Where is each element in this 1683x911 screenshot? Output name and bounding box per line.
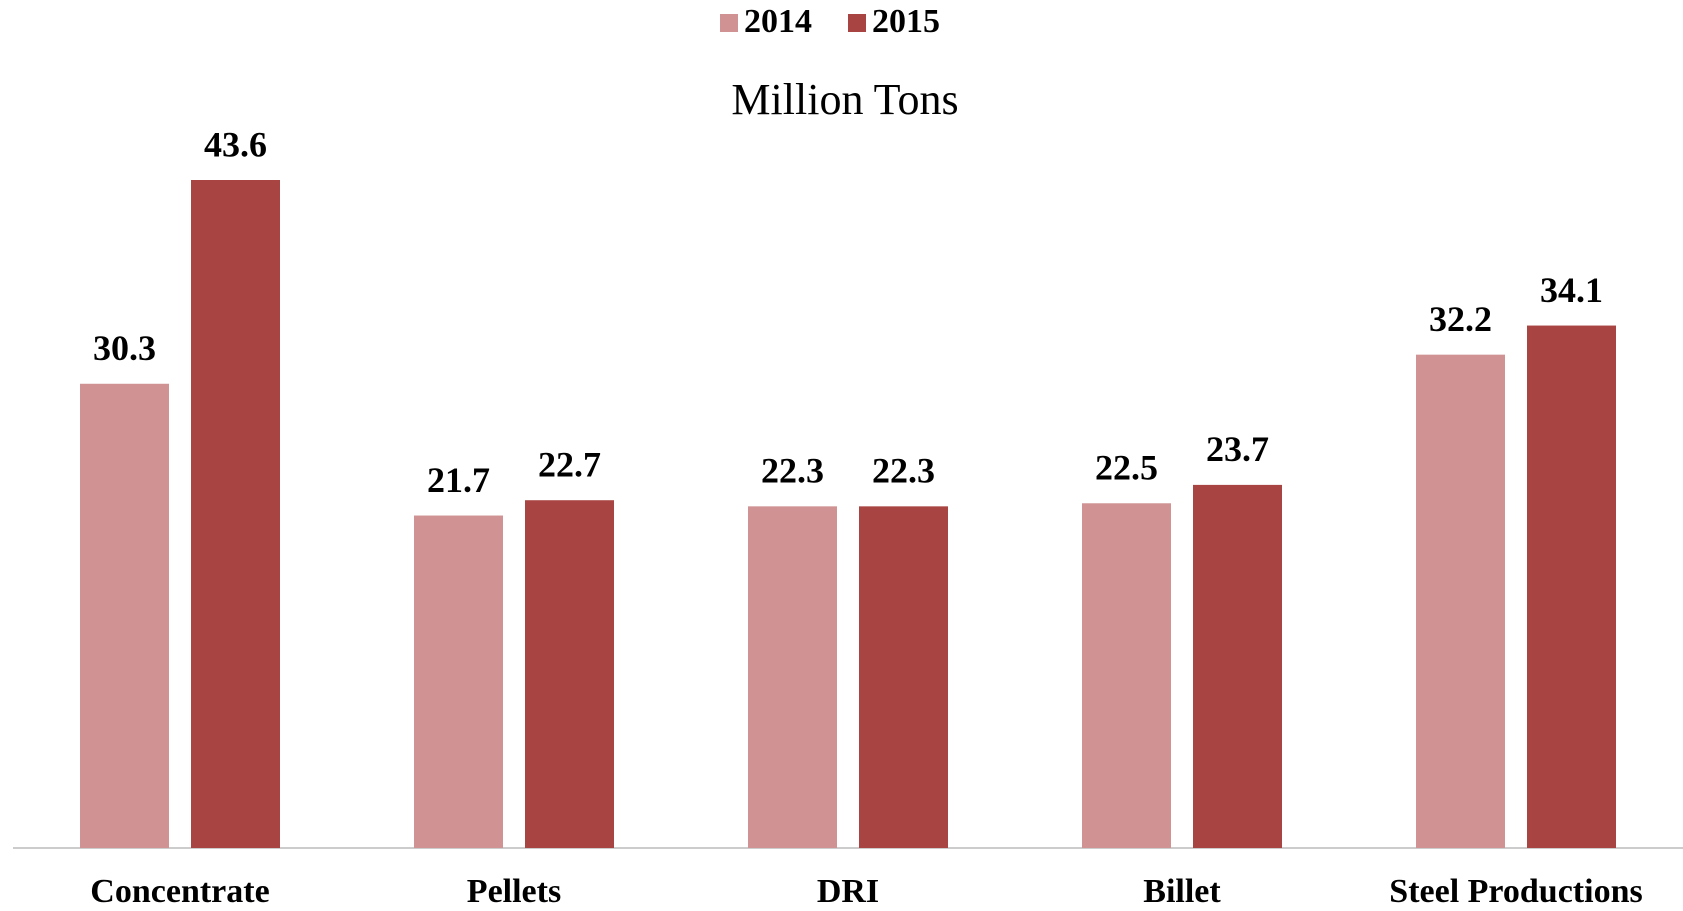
data-label: 34.1 bbox=[1540, 270, 1603, 310]
data-label: 43.6 bbox=[204, 124, 267, 164]
data-label: 21.7 bbox=[427, 460, 490, 500]
bar bbox=[525, 500, 614, 848]
bar bbox=[1527, 325, 1616, 849]
bar bbox=[414, 515, 503, 848]
bar bbox=[1193, 484, 1282, 848]
data-label: 22.5 bbox=[1095, 448, 1158, 488]
x-tick-label: Steel Productions bbox=[1389, 873, 1642, 910]
legend-swatch bbox=[848, 14, 866, 32]
bar bbox=[859, 506, 948, 848]
legend-swatch bbox=[720, 14, 738, 32]
data-label: 22.3 bbox=[872, 451, 935, 491]
bar bbox=[1082, 503, 1171, 848]
x-tick-label: Billet bbox=[1143, 873, 1221, 910]
chart-title: Million Tons bbox=[731, 75, 958, 124]
x-tick-label: Pellets bbox=[467, 873, 561, 910]
data-label: 22.3 bbox=[761, 451, 824, 491]
legend-label: 2014 bbox=[744, 3, 812, 40]
data-label: 30.3 bbox=[93, 328, 156, 368]
x-tick-label: DRI bbox=[817, 873, 879, 910]
data-label: 32.2 bbox=[1429, 299, 1492, 339]
bar bbox=[80, 383, 169, 848]
bar bbox=[191, 180, 280, 848]
bar bbox=[1416, 354, 1505, 848]
bar bbox=[748, 506, 837, 848]
legend-label: 2015 bbox=[872, 3, 940, 40]
data-label: 23.7 bbox=[1206, 429, 1269, 469]
data-label: 22.7 bbox=[538, 444, 601, 484]
x-tick-label: Concentrate bbox=[90, 873, 269, 910]
